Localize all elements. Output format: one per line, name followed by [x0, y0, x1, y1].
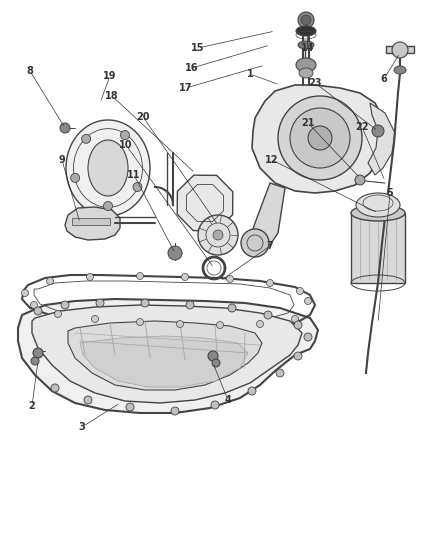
Polygon shape — [351, 213, 405, 283]
Text: 18: 18 — [105, 91, 119, 101]
Ellipse shape — [66, 120, 150, 216]
Circle shape — [298, 12, 314, 28]
Circle shape — [355, 175, 365, 185]
Circle shape — [241, 229, 269, 257]
Circle shape — [96, 299, 104, 307]
Circle shape — [226, 276, 233, 282]
Circle shape — [126, 403, 134, 411]
Circle shape — [171, 407, 179, 415]
Circle shape — [213, 230, 223, 240]
Circle shape — [120, 131, 130, 140]
Circle shape — [168, 246, 182, 260]
Text: 3: 3 — [79, 422, 85, 432]
Text: 5: 5 — [387, 188, 393, 198]
Text: 1: 1 — [247, 69, 253, 79]
Text: 4: 4 — [225, 395, 231, 405]
Circle shape — [304, 333, 312, 341]
Text: 19: 19 — [103, 71, 117, 81]
Circle shape — [198, 215, 238, 255]
Text: 11: 11 — [127, 170, 141, 180]
Circle shape — [137, 272, 144, 279]
Text: 7: 7 — [267, 241, 273, 251]
Polygon shape — [72, 218, 110, 225]
Circle shape — [294, 352, 302, 360]
Circle shape — [290, 108, 350, 168]
Circle shape — [392, 42, 408, 58]
Circle shape — [248, 387, 256, 395]
Polygon shape — [250, 183, 285, 248]
Ellipse shape — [356, 193, 400, 217]
Ellipse shape — [351, 205, 405, 221]
Circle shape — [266, 279, 273, 287]
Ellipse shape — [296, 58, 316, 72]
Ellipse shape — [299, 68, 313, 78]
Circle shape — [133, 182, 142, 191]
Polygon shape — [177, 175, 233, 231]
Text: 15: 15 — [191, 43, 205, 53]
Circle shape — [21, 289, 28, 296]
Circle shape — [141, 299, 149, 307]
Circle shape — [60, 123, 70, 133]
Circle shape — [46, 278, 53, 285]
Circle shape — [51, 384, 59, 392]
Circle shape — [186, 301, 194, 309]
Text: 8: 8 — [27, 66, 33, 76]
Text: 14: 14 — [301, 43, 315, 53]
Circle shape — [71, 173, 80, 182]
Circle shape — [177, 320, 184, 327]
Circle shape — [304, 297, 311, 304]
Text: 6: 6 — [381, 74, 387, 84]
Circle shape — [278, 96, 362, 180]
Polygon shape — [252, 85, 385, 193]
Circle shape — [301, 15, 311, 25]
Circle shape — [212, 359, 220, 367]
Circle shape — [81, 134, 91, 143]
Circle shape — [103, 201, 113, 211]
Circle shape — [208, 351, 218, 361]
Text: 21: 21 — [301, 118, 315, 128]
Text: 9: 9 — [59, 155, 65, 165]
Polygon shape — [32, 305, 302, 403]
Polygon shape — [368, 103, 395, 175]
Circle shape — [297, 287, 304, 295]
Circle shape — [264, 311, 272, 319]
Text: 23: 23 — [308, 78, 322, 88]
Polygon shape — [65, 207, 120, 240]
Circle shape — [137, 319, 144, 326]
Circle shape — [257, 320, 264, 327]
Circle shape — [33, 348, 43, 358]
Polygon shape — [80, 336, 248, 387]
Circle shape — [61, 301, 69, 309]
Ellipse shape — [298, 41, 314, 49]
Text: 16: 16 — [185, 63, 199, 73]
Polygon shape — [386, 46, 414, 53]
Circle shape — [31, 302, 38, 309]
Circle shape — [86, 273, 93, 280]
Circle shape — [211, 401, 219, 409]
Text: 12: 12 — [265, 155, 279, 165]
Circle shape — [228, 304, 236, 312]
Text: 17: 17 — [179, 83, 193, 93]
Circle shape — [276, 369, 284, 377]
Text: 22: 22 — [355, 122, 369, 132]
Circle shape — [292, 316, 299, 322]
Text: 10: 10 — [119, 140, 133, 150]
Circle shape — [31, 357, 39, 365]
Circle shape — [181, 273, 188, 280]
Circle shape — [84, 396, 92, 404]
Circle shape — [92, 316, 99, 322]
Circle shape — [294, 321, 302, 329]
Circle shape — [34, 307, 42, 315]
Polygon shape — [68, 321, 262, 390]
Circle shape — [54, 311, 61, 318]
Polygon shape — [18, 299, 318, 413]
Text: 2: 2 — [28, 401, 35, 411]
Ellipse shape — [394, 66, 406, 74]
Ellipse shape — [88, 140, 128, 196]
Text: 20: 20 — [136, 112, 150, 122]
Circle shape — [308, 126, 332, 150]
Ellipse shape — [296, 26, 316, 36]
Circle shape — [372, 125, 384, 137]
Circle shape — [216, 321, 223, 328]
